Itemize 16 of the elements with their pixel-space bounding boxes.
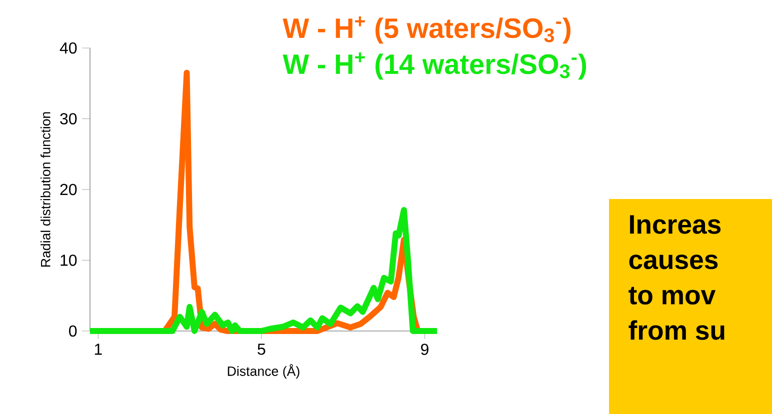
text: to mov bbox=[628, 286, 716, 305]
y-tick-label: 10 bbox=[60, 254, 77, 266]
x-tick-label: 9 bbox=[421, 344, 428, 356]
x-tick-label: 1 bbox=[94, 344, 102, 355]
text: causes bbox=[629, 254, 718, 270]
y-tick-label: 30 bbox=[60, 113, 77, 124]
y-tick-label: 40 bbox=[60, 42, 77, 54]
text: from su bbox=[628, 320, 724, 340]
y-tick-label: 20 bbox=[60, 184, 77, 196]
text: Increas bbox=[630, 215, 721, 234]
y-axis-title: Radial distribution function bbox=[40, 112, 50, 267]
text: W - H$^{+}$ (14 waters/SO$_{3}$$^{-}$) bbox=[282, 52, 586, 80]
x-axis-title: Distance (Å) bbox=[228, 364, 300, 379]
text: W - H$^{+}$ (5 waters/SO$_{3}$$^{-}$) bbox=[282, 16, 570, 44]
x-tick-label: 5 bbox=[258, 344, 266, 355]
y-tick-label: 0 bbox=[69, 325, 77, 337]
